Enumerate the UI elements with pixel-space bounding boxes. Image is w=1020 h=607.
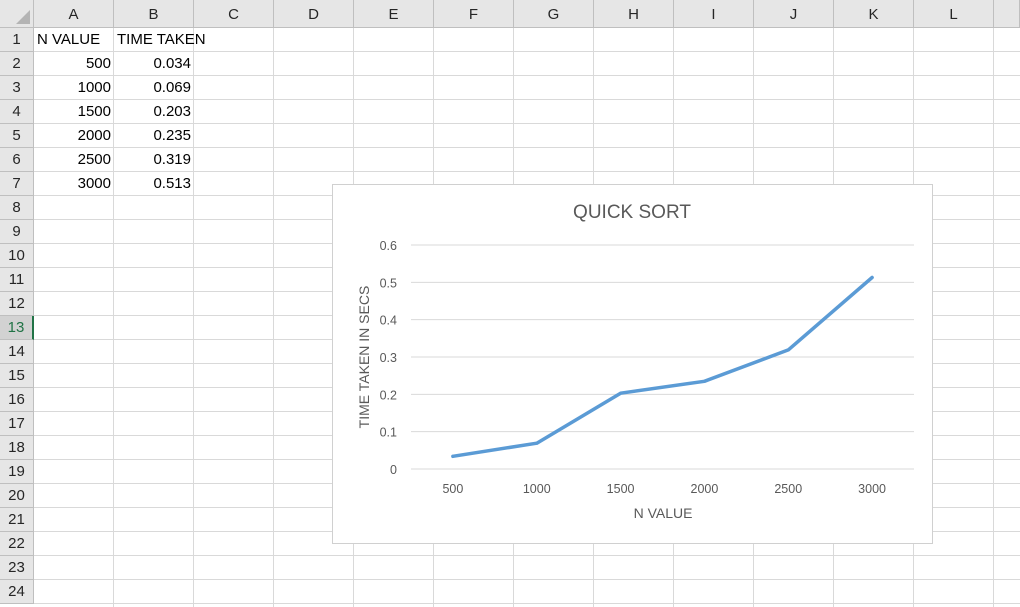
column-header-f[interactable]: F bbox=[434, 0, 514, 28]
select-all-corner[interactable] bbox=[0, 0, 34, 28]
row-header-19[interactable]: 19 bbox=[0, 460, 34, 484]
x-tick-label: 1500 bbox=[607, 482, 635, 496]
row-header-5[interactable]: 5 bbox=[0, 124, 34, 148]
row-header-3[interactable]: 3 bbox=[0, 76, 34, 100]
row-gridline bbox=[34, 147, 1020, 148]
x-tick-label: 1000 bbox=[523, 482, 551, 496]
x-axis-label: N VALUE bbox=[634, 505, 693, 521]
row-gridline bbox=[34, 555, 1020, 556]
cell-b2[interactable]: 0.034 bbox=[153, 55, 191, 72]
data-point bbox=[870, 275, 874, 279]
row-header-23[interactable]: 23 bbox=[0, 556, 34, 580]
cell-b5[interactable]: 0.235 bbox=[153, 127, 191, 144]
row-header-14[interactable]: 14 bbox=[0, 340, 34, 364]
row-header-2[interactable]: 2 bbox=[0, 52, 34, 76]
row-header-20[interactable]: 20 bbox=[0, 484, 34, 508]
row-header-24[interactable]: 24 bbox=[0, 580, 34, 604]
cell-a5[interactable]: 2000 bbox=[77, 127, 111, 144]
row-header-22[interactable]: 22 bbox=[0, 532, 34, 556]
row-header-12[interactable]: 12 bbox=[0, 292, 34, 316]
chart-object[interactable]: QUICK SORT 0 0.1 0.2 0.3 0.4 0.5 0.6 500 1000 1500… bbox=[332, 184, 933, 544]
column-header-overflow bbox=[994, 0, 1020, 28]
column-header-l[interactable]: L bbox=[914, 0, 994, 28]
chart-title: QUICK SORT bbox=[573, 202, 691, 223]
data-point bbox=[786, 348, 790, 352]
data-point bbox=[535, 441, 539, 445]
y-tick-label: 0.1 bbox=[380, 426, 397, 440]
column-gridline bbox=[113, 28, 114, 607]
row-header-13[interactable]: 13 bbox=[0, 316, 34, 340]
y-tick-label: 0.6 bbox=[380, 239, 397, 253]
column-header-b[interactable]: B bbox=[114, 0, 194, 28]
cell-a4[interactable]: 1500 bbox=[77, 103, 111, 120]
cell-b3[interactable]: 0.069 bbox=[153, 79, 191, 96]
row-gridline bbox=[34, 123, 1020, 124]
row-gridline bbox=[34, 99, 1020, 100]
row-gridline bbox=[34, 51, 1020, 52]
column-header-e[interactable]: E bbox=[354, 0, 434, 28]
row-header-17[interactable]: 17 bbox=[0, 412, 34, 436]
y-tick-label: 0.4 bbox=[380, 314, 397, 328]
column-header-h[interactable]: H bbox=[594, 0, 674, 28]
row-header-16[interactable]: 16 bbox=[0, 388, 34, 412]
row-gridline bbox=[34, 171, 1020, 172]
x-tick-label: 500 bbox=[442, 482, 463, 496]
cell-b4[interactable]: 0.203 bbox=[153, 103, 191, 120]
cell-a7[interactable]: 3000 bbox=[77, 175, 111, 192]
x-tick-label: 2500 bbox=[774, 482, 802, 496]
row-header-18[interactable]: 18 bbox=[0, 436, 34, 460]
cell-b7[interactable]: 0.513 bbox=[153, 175, 191, 192]
line-chart: QUICK SORT 0 0.1 0.2 0.3 0.4 0.5 0.6 500 1000 1500… bbox=[356, 202, 914, 521]
y-tick-label: 0.3 bbox=[380, 351, 397, 365]
y-axis-label: TIME TAKEN IN SECS bbox=[356, 286, 372, 429]
y-tick-label: 0.5 bbox=[380, 276, 397, 290]
cell-a1[interactable]: N VALUE bbox=[37, 31, 101, 48]
row-gridline bbox=[34, 603, 1020, 604]
x-tick-label: 3000 bbox=[858, 482, 886, 496]
data-point bbox=[451, 454, 455, 458]
column-header-d[interactable]: D bbox=[274, 0, 354, 28]
row-header-8[interactable]: 8 bbox=[0, 196, 34, 220]
cell-a2[interactable]: 500 bbox=[85, 55, 111, 72]
column-header-a[interactable]: A bbox=[34, 0, 114, 28]
y-tick-label: 0.2 bbox=[380, 388, 397, 402]
y-tick-label: 0 bbox=[390, 463, 397, 477]
cell-b6[interactable]: 0.319 bbox=[153, 151, 191, 168]
series-line bbox=[451, 275, 874, 459]
row-header-4[interactable]: 4 bbox=[0, 100, 34, 124]
row-gridline bbox=[34, 75, 1020, 76]
column-header-g[interactable]: G bbox=[514, 0, 594, 28]
select-all-triangle-icon bbox=[16, 10, 30, 24]
row-gridline bbox=[34, 579, 1020, 580]
data-point bbox=[702, 379, 706, 383]
row-header-11[interactable]: 11 bbox=[0, 268, 34, 292]
column-gridline bbox=[993, 28, 994, 607]
column-header-k[interactable]: K bbox=[834, 0, 914, 28]
x-tick-label: 2000 bbox=[691, 482, 719, 496]
cell-a3[interactable]: 1000 bbox=[77, 79, 111, 96]
cell-b1[interactable]: TIME TAKEN bbox=[117, 31, 206, 48]
row-header-9[interactable]: 9 bbox=[0, 220, 34, 244]
cell-a6[interactable]: 2500 bbox=[77, 151, 111, 168]
row-header-21[interactable]: 21 bbox=[0, 508, 34, 532]
row-header-7[interactable]: 7 bbox=[0, 172, 34, 196]
column-gridline bbox=[273, 28, 274, 607]
column-gridline bbox=[193, 28, 194, 607]
row-header-6[interactable]: 6 bbox=[0, 148, 34, 172]
row-header-15[interactable]: 15 bbox=[0, 364, 34, 388]
data-point bbox=[619, 391, 623, 395]
row-header-1[interactable]: 1 bbox=[0, 28, 34, 52]
column-header-j[interactable]: J bbox=[754, 0, 834, 28]
column-header-c[interactable]: C bbox=[194, 0, 274, 28]
column-header-i[interactable]: I bbox=[674, 0, 754, 28]
row-header-10[interactable]: 10 bbox=[0, 244, 34, 268]
